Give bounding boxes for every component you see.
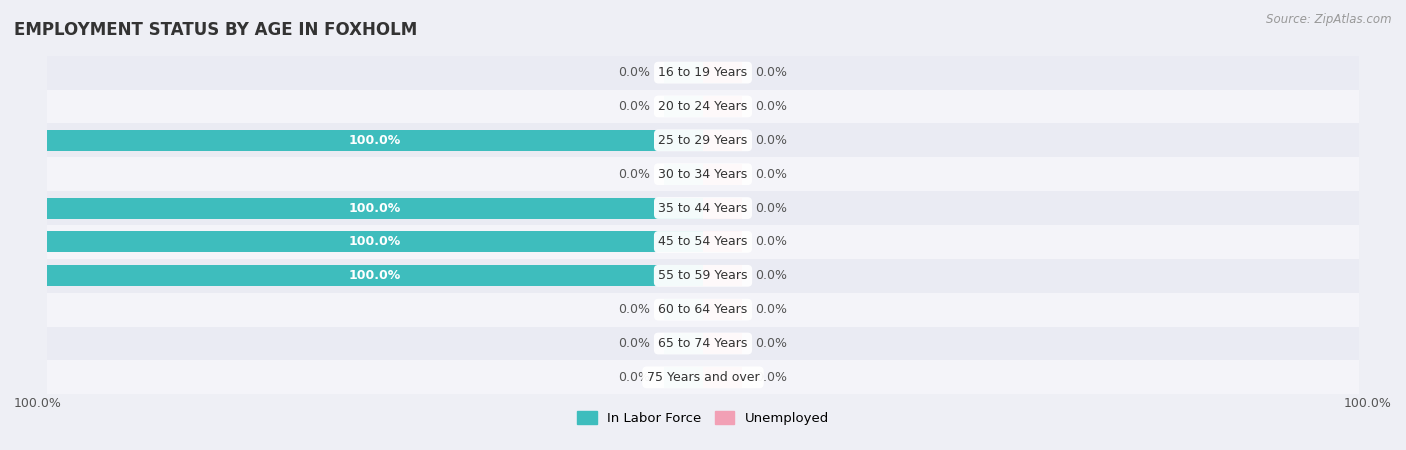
Bar (703, 130, 742, 151)
Text: 25 to 29 Years: 25 to 29 Years (658, 134, 748, 147)
Bar (664, 96, 703, 117)
Text: 0.0%: 0.0% (755, 202, 787, 215)
Bar (664, 367, 703, 388)
Bar (46, 130, 703, 151)
Bar (664, 333, 703, 354)
Text: 100.0%: 100.0% (349, 202, 401, 215)
Text: 75 Years and over: 75 Years and over (647, 371, 759, 384)
Text: 0.0%: 0.0% (619, 303, 651, 316)
Text: 0.0%: 0.0% (755, 269, 787, 282)
Legend: In Labor Force, Unemployed: In Labor Force, Unemployed (571, 405, 835, 431)
Text: 60 to 64 Years: 60 to 64 Years (658, 303, 748, 316)
Text: 0.0%: 0.0% (619, 371, 651, 384)
Text: 100.0%: 100.0% (349, 235, 401, 248)
Bar (46, 231, 703, 252)
Bar (703, 367, 742, 388)
Bar (703, 62, 742, 83)
Text: 0.0%: 0.0% (755, 134, 787, 147)
Text: 0.0%: 0.0% (619, 66, 651, 79)
Bar (46, 360, 1360, 394)
Bar (703, 164, 742, 184)
Text: 100.0%: 100.0% (14, 397, 62, 410)
Bar (703, 333, 742, 354)
Bar (46, 266, 703, 286)
Bar (664, 164, 703, 184)
Text: 65 to 74 Years: 65 to 74 Years (658, 337, 748, 350)
Text: 0.0%: 0.0% (619, 337, 651, 350)
Bar (703, 198, 742, 219)
Bar (46, 123, 1360, 158)
Bar (703, 231, 742, 252)
Bar (46, 90, 1360, 123)
Text: 0.0%: 0.0% (619, 168, 651, 181)
Bar (664, 299, 703, 320)
Bar (46, 191, 1360, 225)
Bar (46, 198, 703, 219)
Bar (46, 259, 1360, 292)
Text: 45 to 54 Years: 45 to 54 Years (658, 235, 748, 248)
Text: 20 to 24 Years: 20 to 24 Years (658, 100, 748, 113)
Text: 100.0%: 100.0% (1344, 397, 1392, 410)
Text: 0.0%: 0.0% (755, 66, 787, 79)
Text: EMPLOYMENT STATUS BY AGE IN FOXHOLM: EMPLOYMENT STATUS BY AGE IN FOXHOLM (14, 21, 418, 39)
Text: 0.0%: 0.0% (755, 235, 787, 248)
Bar (46, 56, 1360, 90)
Text: 35 to 44 Years: 35 to 44 Years (658, 202, 748, 215)
Text: 55 to 59 Years: 55 to 59 Years (658, 269, 748, 282)
Bar (46, 225, 1360, 259)
Text: 0.0%: 0.0% (619, 100, 651, 113)
Bar (664, 62, 703, 83)
Text: 0.0%: 0.0% (755, 337, 787, 350)
Text: 0.0%: 0.0% (755, 371, 787, 384)
Bar (46, 158, 1360, 191)
Text: 0.0%: 0.0% (755, 303, 787, 316)
Text: 16 to 19 Years: 16 to 19 Years (658, 66, 748, 79)
Bar (46, 292, 1360, 327)
Text: 100.0%: 100.0% (349, 269, 401, 282)
Bar (703, 299, 742, 320)
Bar (703, 96, 742, 117)
Bar (703, 266, 742, 286)
Text: 0.0%: 0.0% (755, 100, 787, 113)
Bar (46, 327, 1360, 360)
Text: 100.0%: 100.0% (349, 134, 401, 147)
Text: 0.0%: 0.0% (755, 168, 787, 181)
Text: Source: ZipAtlas.com: Source: ZipAtlas.com (1267, 14, 1392, 27)
Text: 30 to 34 Years: 30 to 34 Years (658, 168, 748, 181)
